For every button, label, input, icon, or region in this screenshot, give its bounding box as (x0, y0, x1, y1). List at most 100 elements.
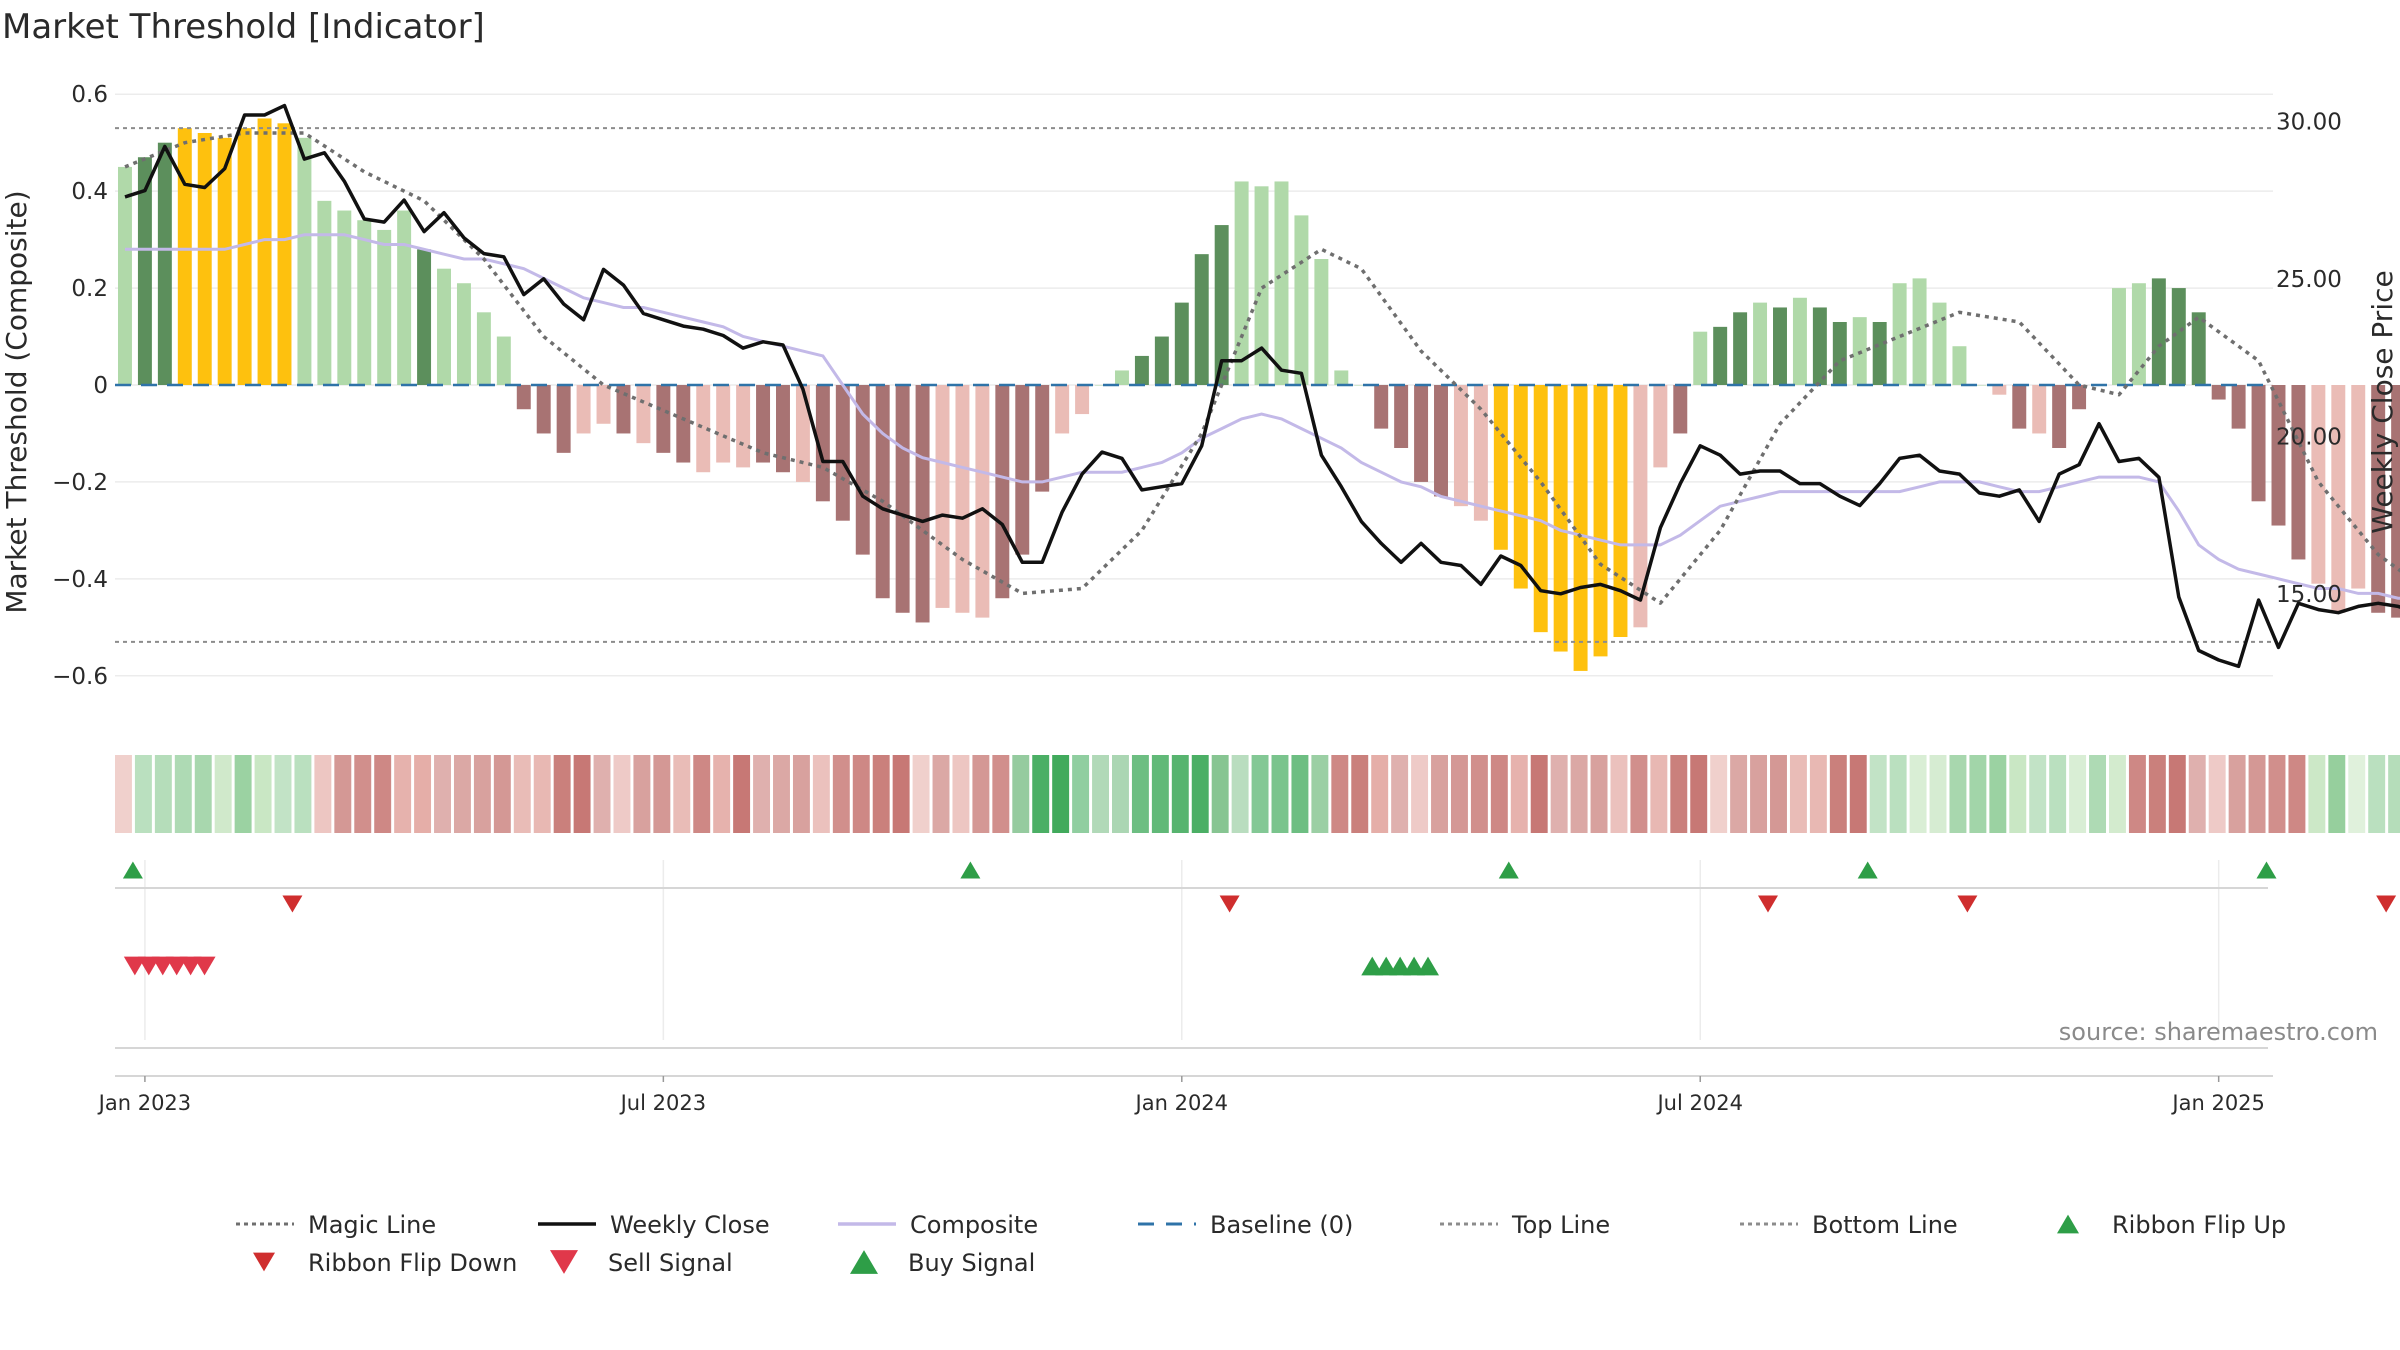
threshold-bar (1733, 312, 1748, 385)
threshold-bar (277, 123, 292, 386)
threshold-bar (1972, 385, 1987, 386)
ribbon-cell (713, 755, 731, 833)
threshold-bar (1154, 336, 1169, 385)
threshold-bar (1673, 385, 1688, 434)
legend-item: Top Line (1440, 1211, 1610, 1239)
threshold-bar (337, 210, 352, 385)
x-tick-label: Jan 2025 (2170, 1091, 2265, 1115)
ribbon-cell (1052, 755, 1070, 833)
ribbon-cell (1072, 755, 1090, 833)
threshold-bar (995, 385, 1010, 599)
threshold-bar (1892, 283, 1907, 385)
right-tick-label: 20.00 (2276, 424, 2342, 450)
ribbon-cell (2049, 755, 2067, 833)
threshold-bar (1912, 278, 1927, 385)
sell-signal-marker (193, 956, 216, 976)
threshold-bar (875, 385, 890, 599)
gridlines (115, 93, 2273, 1040)
threshold-bar (716, 385, 731, 463)
legend: Magic Line Weekly Close Composite Baseline … (236, 1211, 2286, 1277)
ribbon-cell (2348, 755, 2366, 833)
threshold-bar (2072, 385, 2087, 410)
ribbon-cell (493, 755, 511, 833)
legend-item: Sell Signal (550, 1249, 733, 1277)
threshold-bar (397, 210, 412, 385)
signal-rows (115, 861, 2397, 1049)
ribbon-cell (1351, 755, 1369, 833)
ribbon-cell (832, 755, 850, 833)
ribbon-cell (792, 755, 810, 833)
threshold-bar (1334, 370, 1349, 385)
ribbon-cell (134, 755, 152, 833)
threshold-bar (257, 118, 272, 385)
threshold-bar (2032, 385, 2047, 434)
ribbon-cell (852, 755, 870, 833)
threshold-bar (237, 128, 252, 385)
threshold-bar (1453, 385, 1468, 507)
threshold-bar (137, 157, 152, 385)
ribbon-cell (1789, 755, 1807, 833)
right-tick-label: 30.00 (2276, 109, 2342, 135)
ribbon-cell (374, 755, 392, 833)
threshold-bar (1932, 302, 1947, 385)
ribbon-cell (613, 755, 631, 833)
left-tick-label: −0.4 (52, 567, 108, 593)
ribbon-cell (1391, 755, 1409, 833)
ribbon-cell (154, 755, 172, 833)
sell-signal-marker (151, 956, 174, 976)
ribbon-cell (334, 755, 352, 833)
threshold-bar (1992, 385, 2007, 395)
threshold-bar (1872, 322, 1887, 385)
ribbon-cell (553, 755, 571, 833)
threshold-bar (496, 336, 511, 385)
x-tick-label: Jul 2024 (1655, 1091, 1742, 1115)
ribbon-flip-up-marker (122, 861, 143, 879)
legend-item: Baseline (0) (1138, 1211, 1353, 1239)
ribbon-cell (1510, 755, 1528, 833)
threshold-bar (1832, 322, 1847, 385)
threshold-bar (297, 137, 312, 385)
right-axis-title: Weekly Close Price (2366, 270, 2399, 533)
threshold-bar (1015, 385, 1030, 555)
ribbon-cell (1291, 755, 1309, 833)
buy-signal-marker (1389, 956, 1412, 976)
threshold-bar (1314, 259, 1329, 385)
left-tick-label: 0.6 (71, 82, 108, 108)
threshold-bar (676, 385, 691, 463)
ribbon-cell (1092, 755, 1109, 833)
left-tick-label: 0.2 (71, 276, 108, 302)
ribbon-cell (194, 755, 212, 833)
threshold-bar (736, 385, 751, 468)
threshold-bar (2371, 385, 2386, 613)
threshold-bar (576, 385, 591, 434)
left-y-axis: 0.6 0.4 0.2 0 −0.2 −0.4 −0.6 (52, 82, 108, 690)
threshold-bar (117, 166, 132, 385)
buy-signal-marker (1403, 956, 1426, 976)
source-label: source: sharemaestro.com (2059, 1018, 2378, 1046)
ribbon-cell (992, 755, 1010, 833)
left-tick-label: −0.2 (52, 470, 108, 496)
threshold-bar (636, 385, 651, 444)
sell-signal-marker (179, 956, 202, 976)
ribbon-flip-up-marker (1498, 861, 1519, 879)
threshold-bar (2351, 385, 2366, 589)
ribbon-cell (1809, 755, 1827, 833)
ribbon-cell (1690, 755, 1708, 833)
threshold-bar (1035, 385, 1050, 492)
ribbon-cell (2168, 755, 2186, 833)
series-lines (115, 103, 2400, 669)
legend-swatch (550, 1250, 578, 1274)
threshold-bar (377, 229, 392, 385)
threshold-bar (2171, 288, 2186, 385)
threshold-bar (1134, 355, 1149, 385)
ribbon-cell (2268, 755, 2286, 833)
ribbon-flip-down-marker (1757, 895, 1778, 913)
threshold-bar (895, 385, 910, 613)
threshold-bar (417, 249, 432, 385)
legend-label: Top Line (1511, 1211, 1610, 1239)
threshold-bar (2311, 385, 2326, 584)
ribbon-flip-down-marker (1219, 895, 1240, 913)
ribbon-cell (733, 755, 751, 833)
ribbon-cell (394, 755, 412, 833)
threshold-bar (1812, 307, 1827, 385)
